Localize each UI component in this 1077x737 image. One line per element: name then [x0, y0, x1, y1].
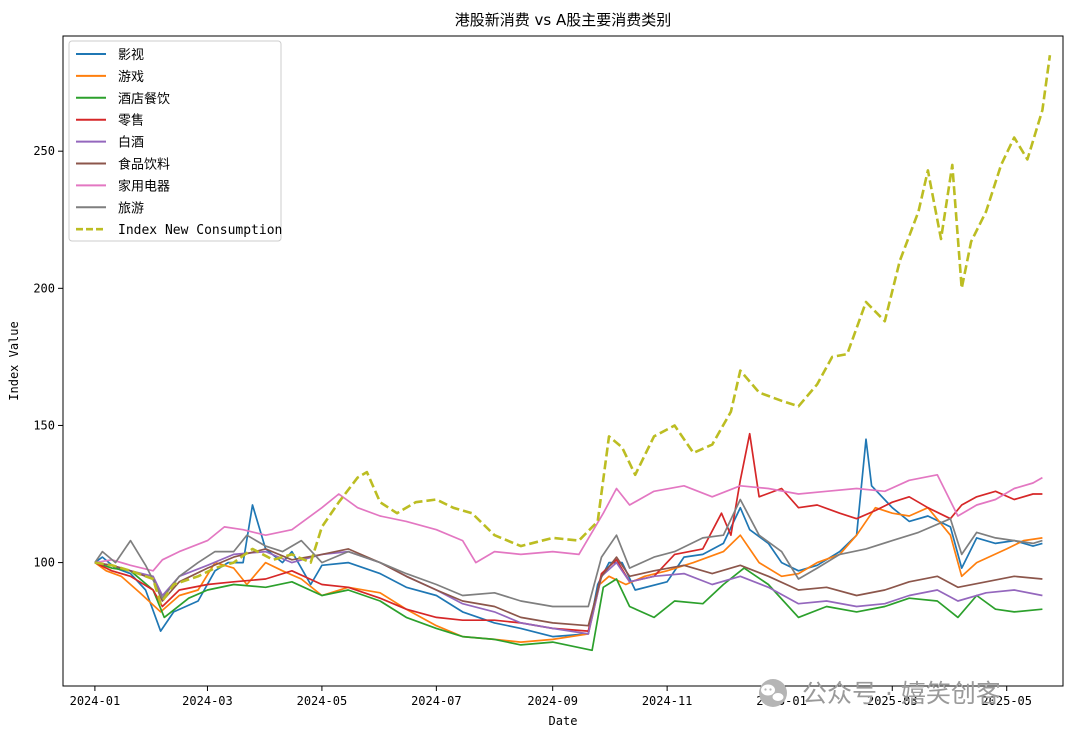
- x-tick-label: 2024-03: [182, 694, 233, 708]
- y-tick-label: 100: [33, 556, 55, 570]
- series-line-7: [94, 498, 1043, 608]
- legend-label-1: 游戏: [118, 70, 144, 85]
- legend-label-7: 旅游: [118, 201, 144, 216]
- legend-box: [68, 40, 282, 242]
- series-line-4: [94, 550, 1043, 635]
- x-tick-label: 2025-03: [867, 694, 918, 708]
- x-axis-label: Date: [549, 714, 578, 728]
- watermark: 公众号 · 嬉笑创客: [759, 679, 1001, 708]
- chart-title: 港股新消费 vs A股主要消费类别: [455, 11, 672, 29]
- legend-label-4: 白酒: [118, 135, 144, 151]
- y-axis-label: Index Value: [7, 321, 21, 400]
- wechat-icon: [759, 679, 787, 707]
- x-tick-label: 2024-01: [70, 694, 121, 708]
- watermark-text: 公众号 · 嬉笑创客: [802, 679, 1001, 708]
- legend-label-5: 食品饮料: [118, 157, 170, 173]
- series-line-6: [94, 473, 1043, 572]
- legend-label-8: Index New Consumption: [118, 223, 282, 238]
- y-tick-label: 150: [33, 418, 55, 432]
- legend-label-0: 影视: [118, 48, 144, 63]
- legend-label-3: 零售: [118, 113, 144, 129]
- x-tick-label: 2024-07: [411, 694, 462, 708]
- series-line-5: [94, 548, 1043, 627]
- series-line-8: [94, 55, 1052, 606]
- x-tick-label: 2024-09: [527, 694, 578, 708]
- legend-label-6: 家用电器: [118, 178, 170, 194]
- x-tick-label: 2024-05: [297, 694, 348, 708]
- series-layer: [94, 55, 1052, 652]
- x-tick-label: 2024-11: [642, 694, 693, 708]
- x-tick-label: 2025-05: [981, 694, 1032, 708]
- y-tick-label: 250: [33, 144, 55, 158]
- series-line-2: [94, 561, 1043, 652]
- y-tick-label: 200: [33, 281, 55, 295]
- legend-label-2: 酒店餐饮: [118, 91, 170, 107]
- y-axis: 100 150 200 250: [33, 144, 63, 570]
